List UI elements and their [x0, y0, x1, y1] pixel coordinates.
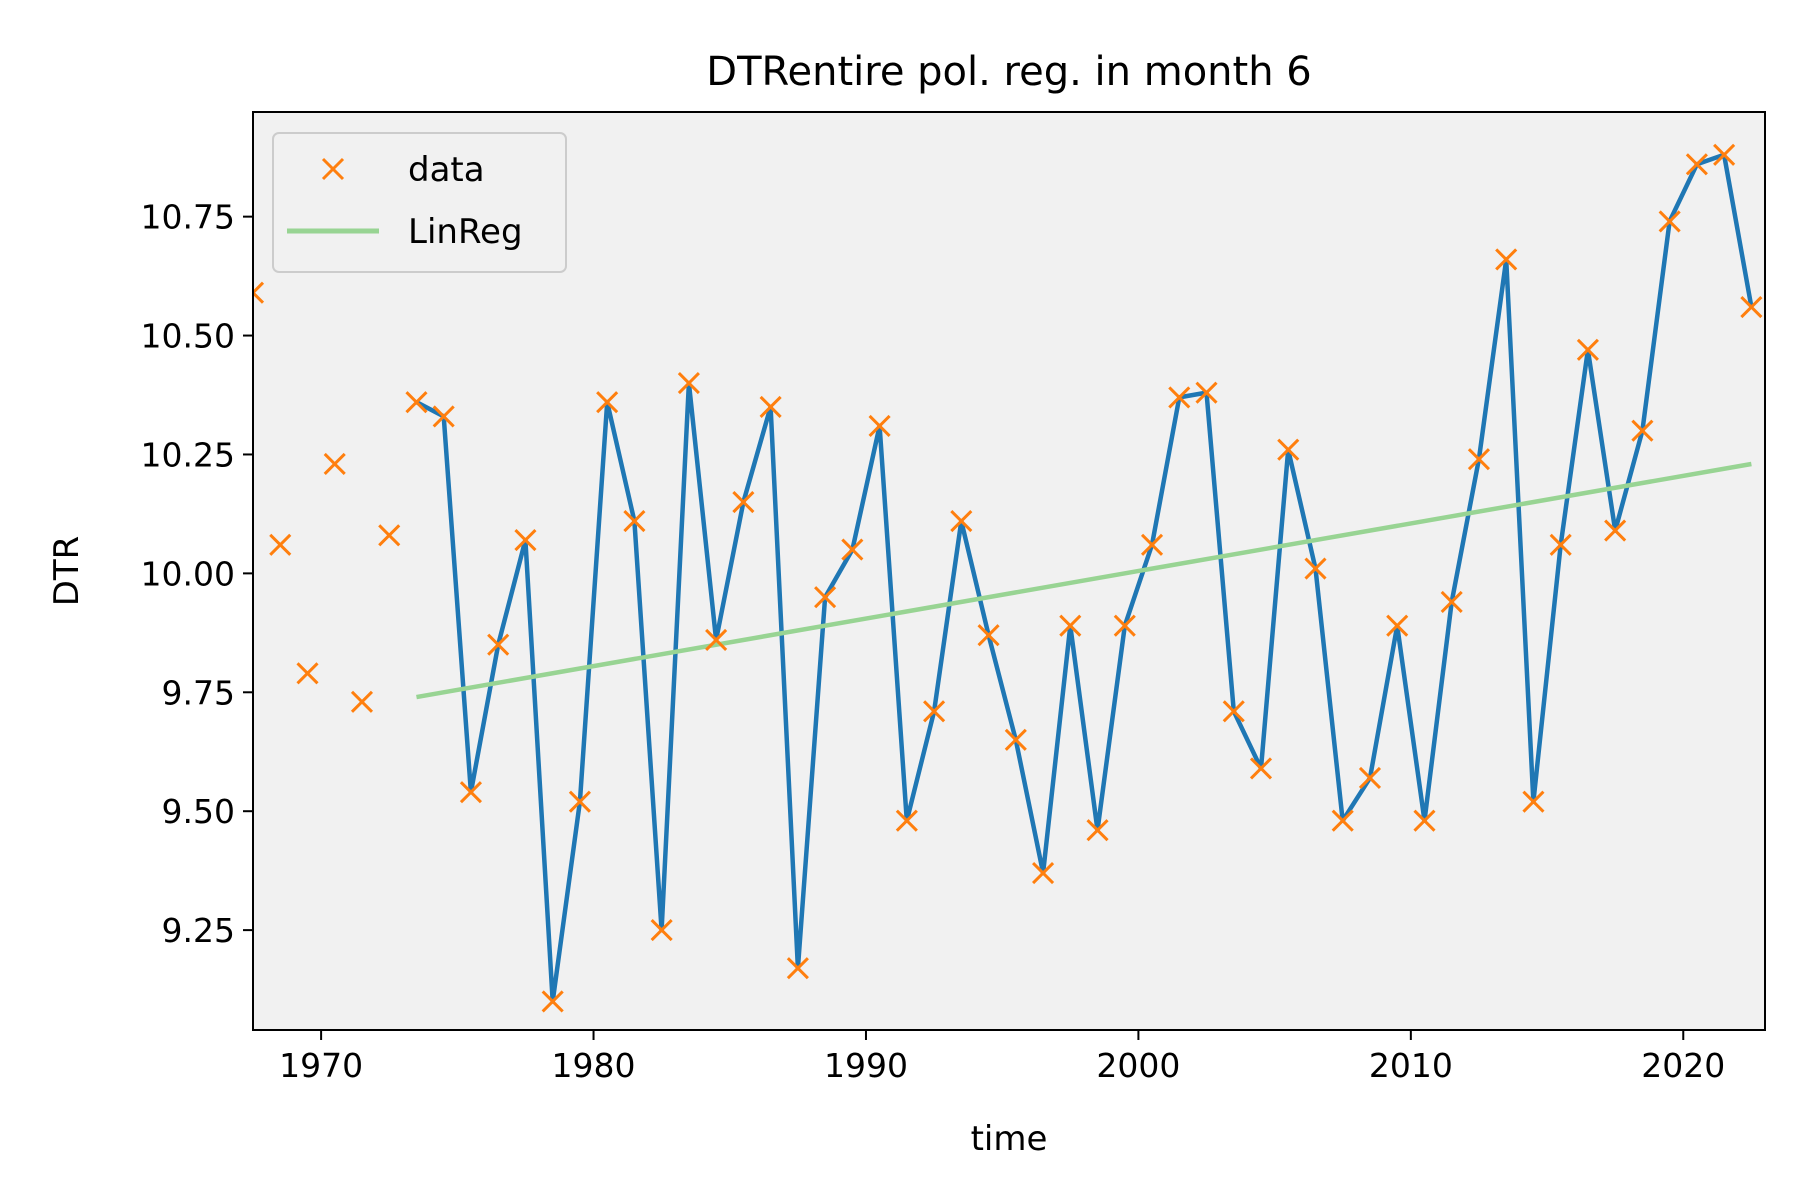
data-point	[1522, 790, 1545, 813]
y-axis-label: DTR	[47, 536, 87, 607]
data-point	[977, 624, 1000, 647]
y-tick-label: 10.50	[141, 317, 235, 356]
data-point	[650, 919, 673, 942]
data-point	[296, 662, 319, 685]
plot-frame	[252, 111, 1766, 1031]
data-point	[786, 957, 809, 980]
data-point	[323, 452, 346, 476]
data-point	[814, 586, 837, 609]
x-tick-label: 1990	[824, 1046, 908, 1085]
data-point	[1413, 809, 1436, 832]
data-point	[732, 490, 755, 514]
data-point	[895, 809, 918, 832]
data-point	[1168, 386, 1191, 409]
data-point	[432, 405, 455, 428]
x-tick-label: 2020	[1641, 1046, 1725, 1085]
data-point	[1740, 295, 1763, 319]
x-axis-ticks: 1970 1980 1990 2000 2010 2020	[279, 1030, 1725, 1085]
data-point	[1713, 143, 1736, 166]
legend-linreg-label: LinReg	[408, 212, 523, 252]
data-point	[759, 395, 782, 418]
legend-box	[272, 132, 567, 273]
y-tick-label: 10.25	[141, 435, 235, 474]
x-axis-label: time	[971, 1119, 1048, 1159]
data-point	[1549, 533, 1572, 556]
data-point	[950, 509, 973, 533]
data-point	[568, 790, 591, 813]
data-point	[623, 509, 646, 533]
linreg-line	[416, 461, 1752, 700]
y-tick-label: 9.75	[162, 673, 235, 712]
data-point	[1440, 590, 1463, 613]
data-point	[1495, 248, 1518, 271]
data-point	[1358, 766, 1382, 789]
data-point	[868, 414, 891, 437]
data-point	[378, 524, 401, 547]
x-tick-label: 1970	[279, 1046, 363, 1085]
legend-data-label: data	[408, 150, 485, 190]
data-point	[350, 690, 374, 713]
data-point	[541, 990, 564, 1013]
series-line	[415, 152, 1754, 1004]
data-point	[1467, 448, 1491, 471]
data-point	[1304, 557, 1327, 580]
data-point	[1277, 438, 1300, 461]
data-point	[705, 628, 728, 652]
data-point	[1249, 757, 1273, 780]
data-point	[1631, 419, 1654, 442]
data-point	[253, 281, 265, 304]
y-tick-label: 9.25	[162, 911, 235, 950]
data-point	[269, 533, 292, 556]
y-axis-ticks: 9.25 9.50 9.75 10.00 10.25 10.50 10.75	[141, 198, 253, 950]
data-point	[1140, 533, 1164, 556]
y-tick-label: 10.00	[141, 554, 235, 593]
legend-data-marker	[321, 157, 345, 181]
data-point	[1113, 614, 1136, 637]
data-point	[405, 391, 428, 414]
data-point	[1004, 728, 1027, 751]
y-tick-label: 9.50	[162, 792, 235, 831]
x-tick-label: 2010	[1369, 1046, 1453, 1085]
data-point	[1576, 338, 1599, 361]
x-tick-label: 2000	[1096, 1046, 1180, 1085]
data-point	[923, 700, 946, 723]
plot-content	[253, 143, 1763, 1013]
chart-title: DTRentire pol. reg. in month 6	[706, 49, 1311, 95]
legend-x-marker	[321, 157, 345, 181]
data-point	[1031, 861, 1055, 885]
data-point	[1658, 210, 1681, 233]
data-point	[841, 538, 864, 561]
data-point	[1195, 381, 1218, 404]
data-point	[1059, 614, 1082, 637]
data-point	[1386, 614, 1409, 637]
data-point	[1685, 153, 1708, 176]
data-point	[459, 781, 483, 804]
data-point	[1604, 519, 1627, 542]
y-tick-label: 10.75	[141, 198, 235, 237]
data-point	[1086, 819, 1109, 842]
data-point	[1331, 809, 1354, 832]
data-point	[677, 372, 700, 395]
data-point	[487, 633, 510, 656]
data-point	[514, 529, 537, 552]
data-point	[596, 391, 619, 414]
data-point	[1222, 700, 1245, 723]
legend: data LinReg	[272, 132, 567, 273]
x-tick-label: 1980	[552, 1046, 636, 1085]
